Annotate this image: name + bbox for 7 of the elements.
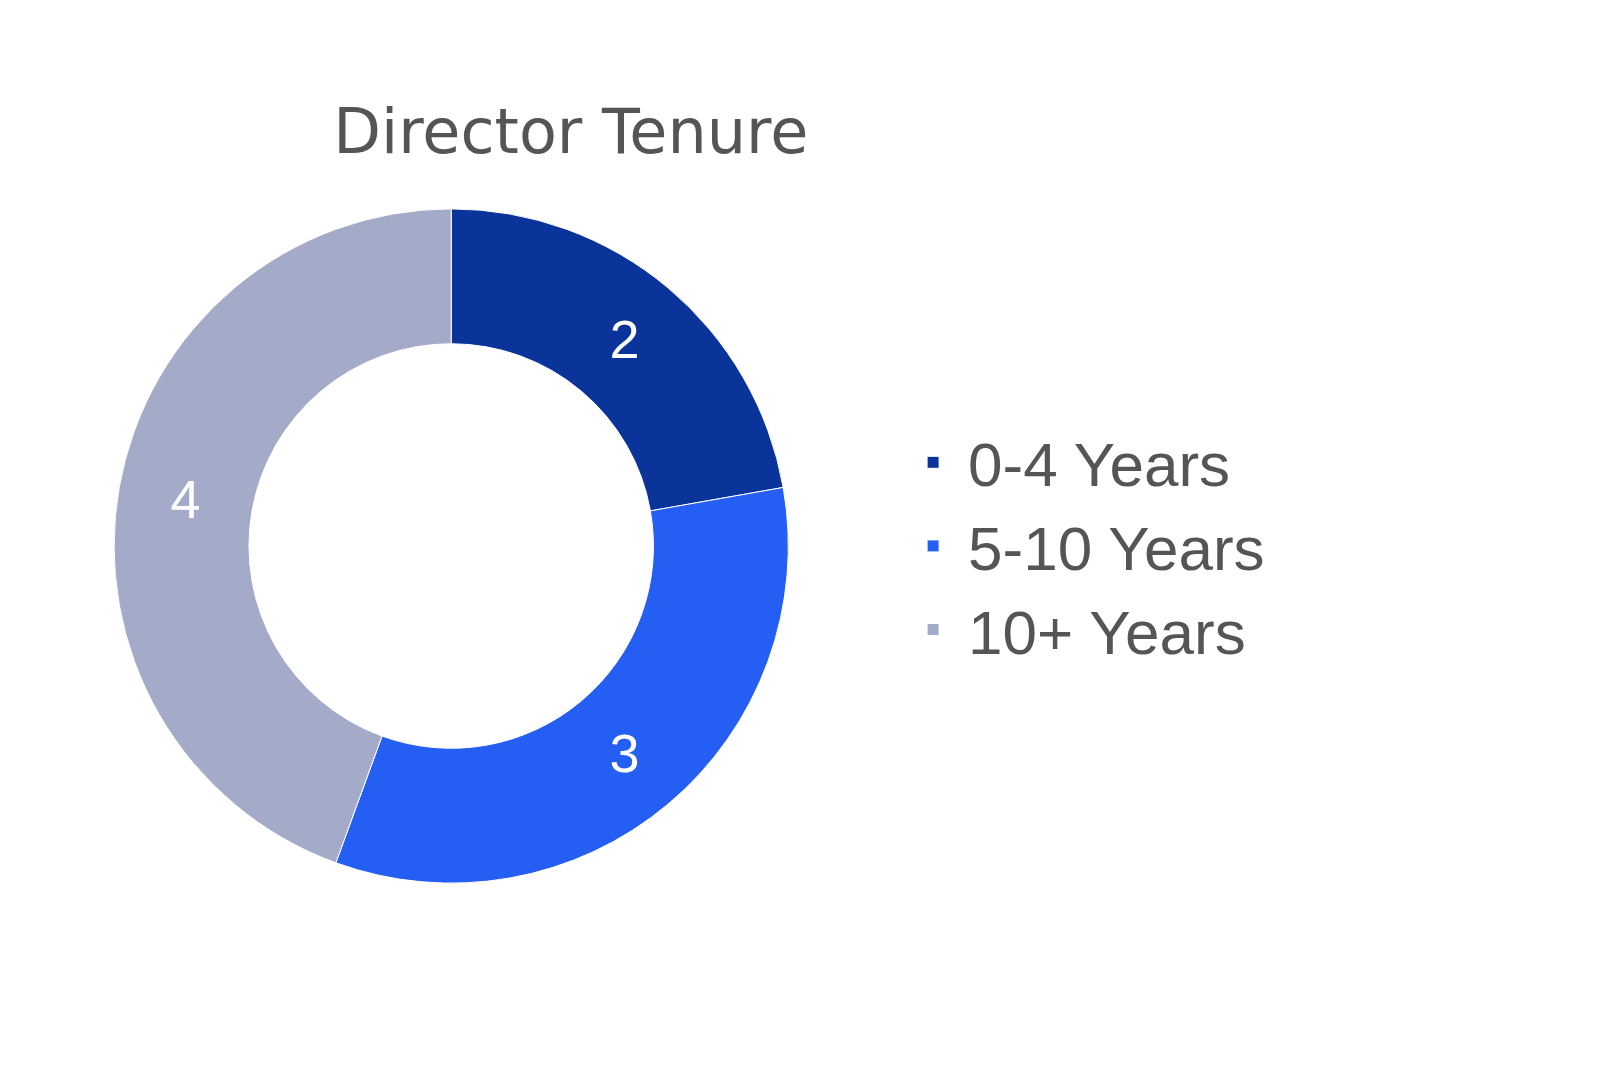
chart-title: Director Tenure	[333, 94, 809, 168]
legend-label: 5-10 Years	[968, 514, 1265, 584]
legend-label: 10+ Years	[968, 597, 1246, 667]
legend-label: 0-4 Years	[968, 430, 1231, 500]
data-label: 2	[609, 309, 640, 370]
data-label: 4	[170, 469, 201, 530]
data-label: 3	[609, 722, 640, 783]
